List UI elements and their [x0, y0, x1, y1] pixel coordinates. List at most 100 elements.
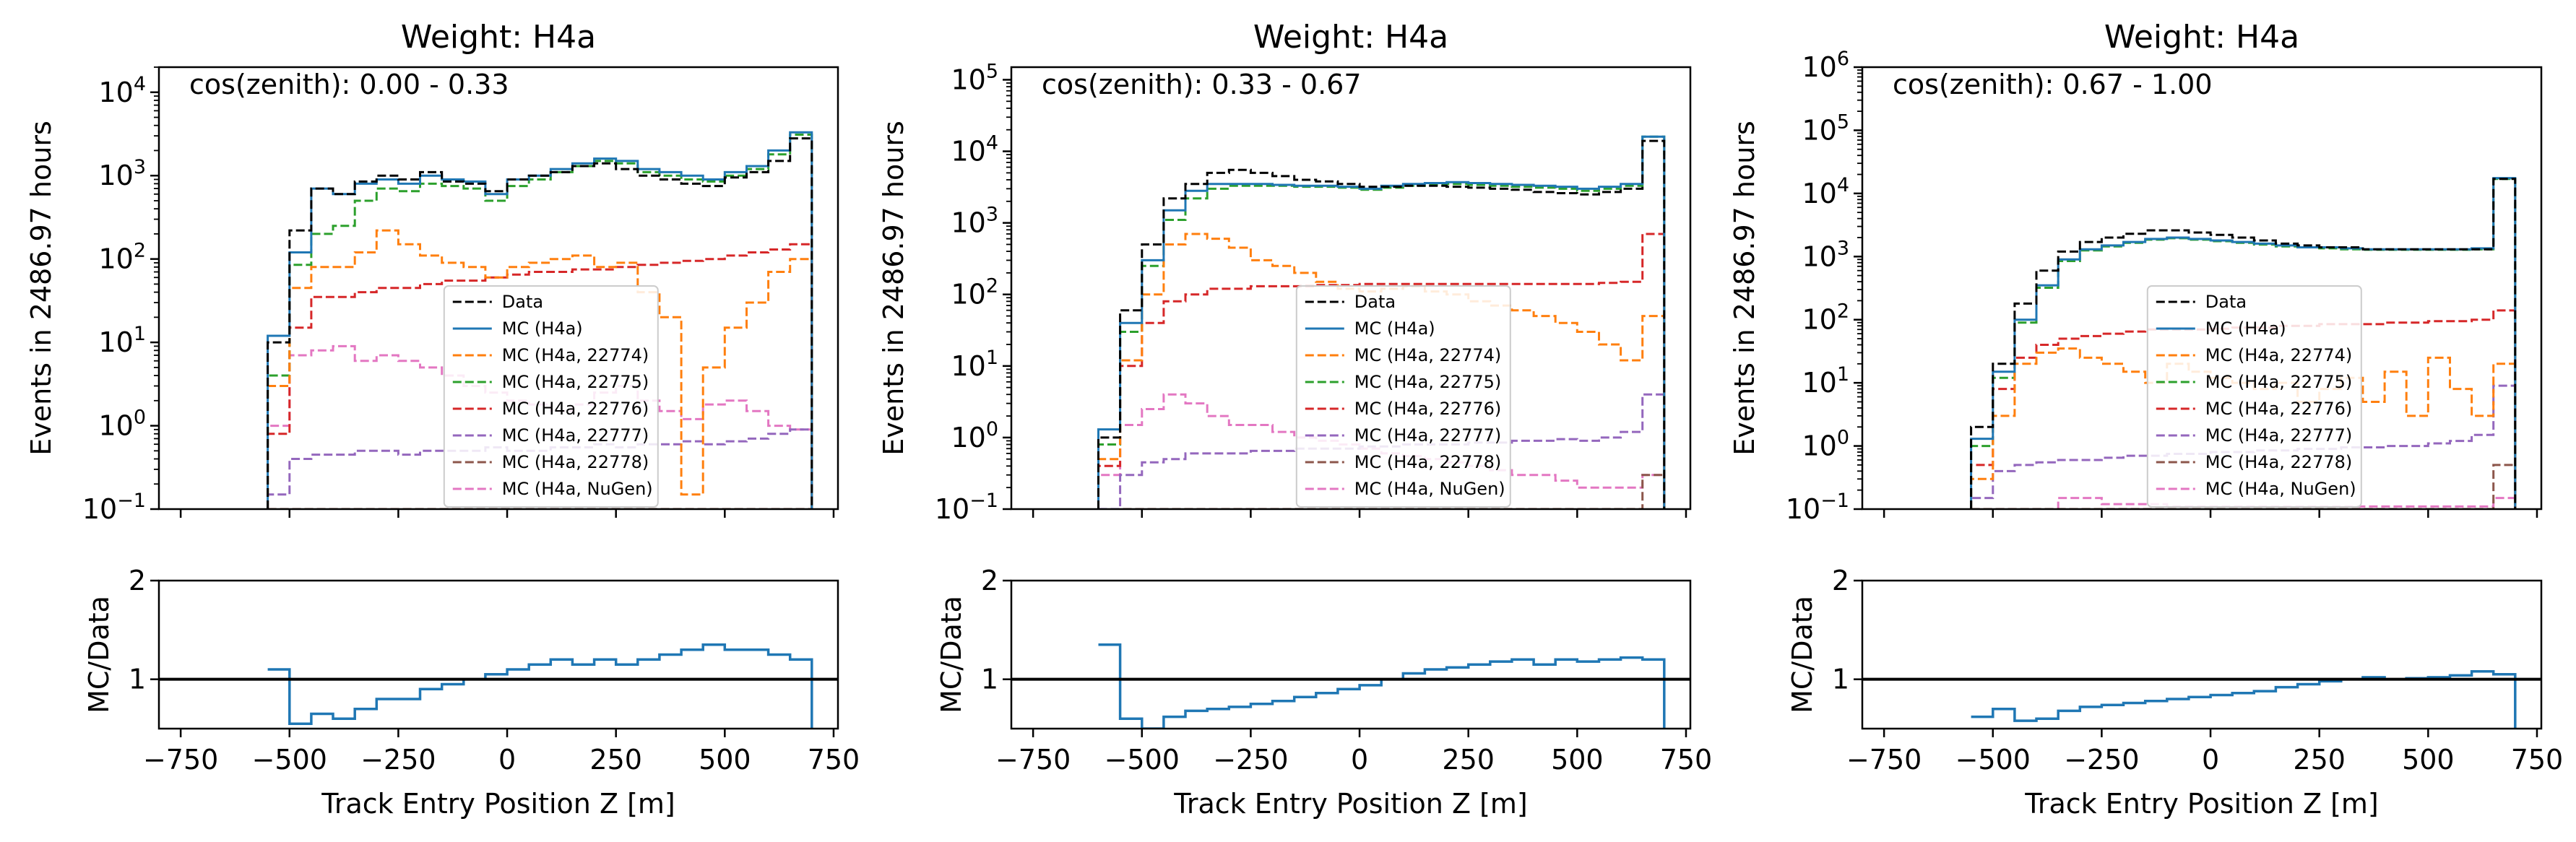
- y-tick-exponent: 2: [134, 240, 146, 262]
- y-axis-label: Events in 2486.97 hours: [1729, 121, 1760, 456]
- legend-label: MC (H4a, 22778): [502, 452, 649, 472]
- x-tick-label: 750: [808, 744, 860, 776]
- ratio-axes-frame: [157, 579, 839, 730]
- y-axis-label: Events in 2486.97 hours: [878, 121, 909, 456]
- y-tick-label: 105: [1802, 110, 1849, 146]
- y-tick-exponent: −1: [117, 490, 146, 512]
- legend: Data MC (H4a) MC (H4a, 22774) MC (H4a, 2277…: [1295, 285, 1511, 508]
- series-line: [1970, 178, 2517, 509]
- legend-label: MC (H4a): [502, 318, 583, 339]
- ratio-panel: 1 2 MC/Data −750 −500 −250 0 250 500 750 Track Ent…: [1786, 565, 2563, 820]
- y-tick-exponent: 1: [986, 347, 998, 369]
- y-tick-label: 100: [951, 418, 998, 453]
- ratio-line: [1971, 669, 2517, 729]
- legend-label: MC (H4a, 22778): [2205, 452, 2352, 472]
- x-tick-label: −750: [143, 744, 218, 776]
- ratio-y-tick-label: 2: [981, 565, 998, 596]
- x-tick-label: 500: [2402, 744, 2455, 776]
- y-tick-base: 10: [82, 493, 117, 525]
- y-tick-base: 10: [1802, 430, 1836, 462]
- legend: Data MC (H4a) MC (H4a, 22774) MC (H4a, 2277…: [443, 285, 659, 508]
- ratio-y-axis-label: MC/Data: [1786, 596, 1818, 713]
- legend-label: MC (H4a, 22777): [502, 425, 649, 446]
- ratio-panel: 1 2 MC/Data −750 −500 −250 0 250 500 750 Track Ent…: [83, 565, 860, 820]
- legend-label: MC (H4a): [2205, 318, 2286, 339]
- legend: Data MC (H4a) MC (H4a, 22774) MC (H4a, 2277…: [2146, 285, 2362, 508]
- y-tick-exponent: 5: [986, 60, 998, 82]
- y-tick-label: 101: [1802, 363, 1849, 399]
- ratio-y-tick-label: 1: [981, 664, 998, 695]
- y-tick-base: 10: [1802, 304, 1836, 336]
- legend-label: Data: [502, 292, 543, 312]
- series-line: [1098, 393, 1666, 509]
- y-tick-exponent: 1: [134, 323, 146, 345]
- y-tick-base: 10: [1786, 493, 1820, 525]
- cos-zenith-annotation: cos(zenith): 0.33 - 0.67: [1042, 69, 1362, 100]
- main-axes-frame: [157, 66, 839, 511]
- y-tick-exponent: 4: [1837, 174, 1849, 196]
- ratio-y-axis-label: MC/Data: [935, 596, 967, 713]
- y-tick-exponent: 0: [134, 407, 146, 429]
- x-tick-label: −750: [1846, 744, 1922, 776]
- ratio-line: [1098, 643, 1666, 729]
- y-tick-exponent: 0: [986, 418, 998, 440]
- y-tick-label: 103: [1802, 237, 1849, 272]
- x-tick-label: 0: [1351, 744, 1368, 776]
- legend-label: MC (H4a, 22775): [1354, 372, 1501, 392]
- x-axis-label: Track Entry Position Z [m]: [1173, 788, 1528, 820]
- x-axis-label: Track Entry Position Z [m]: [2024, 788, 2379, 820]
- chart-title: Weight: H4a: [1253, 19, 1448, 56]
- y-tick-label: 10−1: [1786, 490, 1849, 525]
- y-tick-exponent: 2: [1837, 300, 1849, 323]
- x-tick-label: 250: [1442, 744, 1495, 776]
- y-tick-exponent: −1: [1820, 490, 1849, 512]
- y-tick-base: 10: [951, 350, 985, 382]
- ratio-clip-group: [1971, 669, 2517, 729]
- y-tick-exponent: 4: [134, 73, 146, 95]
- y-tick-exponent: 4: [986, 132, 998, 155]
- y-tick-label: 106: [1802, 48, 1849, 83]
- x-tick-label: −250: [360, 744, 436, 776]
- y-tick-label: 103: [98, 156, 146, 191]
- ratio-y-tick-label: 1: [1832, 664, 1849, 695]
- series-line: [1097, 135, 1666, 509]
- x-axis-label: Track Entry Position Z [m]: [321, 788, 675, 820]
- legend-label: MC (H4a, 22774): [502, 345, 649, 365]
- legend-label: MC (H4a, 22776): [2205, 399, 2352, 419]
- ratio-y-tick-label: 1: [129, 664, 146, 695]
- series-line: [267, 137, 813, 509]
- legend-label: MC (H4a, 22777): [1354, 425, 1501, 446]
- legend-label: MC (H4a, 22778): [1354, 452, 1501, 472]
- y-tick-exponent: 3: [986, 204, 998, 226]
- y-tick-label: 104: [951, 132, 998, 168]
- y-tick-base: 10: [935, 493, 969, 525]
- ratio-clip-group: [1098, 643, 1666, 729]
- cos-zenith-annotation: cos(zenith): 0.00 - 0.33: [189, 69, 509, 100]
- main-axes-frame: [1010, 66, 1692, 511]
- y-tick-label: 100: [1802, 427, 1849, 462]
- y-axis-label: Events in 2486.97 hours: [25, 121, 57, 456]
- y-tick-base: 10: [1802, 51, 1836, 83]
- cos-zenith-annotation: cos(zenith): 0.67 - 1.00: [1893, 69, 2213, 100]
- main-axes-frame: [1861, 66, 2543, 511]
- x-tick-label: −500: [1955, 744, 2031, 776]
- y-tick-label: 101: [98, 323, 146, 358]
- y-tick-label: 102: [951, 275, 998, 311]
- y-tick-exponent: 3: [134, 156, 146, 178]
- y-tick-label: 102: [98, 240, 146, 275]
- series-group: [1097, 135, 1666, 509]
- x-tick-label: 500: [1551, 744, 1604, 776]
- x-tick-label: 0: [498, 744, 516, 776]
- y-tick-base: 10: [951, 279, 985, 311]
- y-tick-exponent: 5: [1837, 110, 1849, 133]
- y-tick-base: 10: [1802, 114, 1836, 146]
- series-line: [267, 229, 813, 509]
- y-tick-base: 10: [951, 64, 985, 95]
- x-tick-label: 250: [2293, 744, 2346, 776]
- series-line: [1097, 233, 1666, 509]
- x-tick-label: −500: [252, 744, 327, 776]
- chart-title: Weight: H4a: [401, 19, 596, 56]
